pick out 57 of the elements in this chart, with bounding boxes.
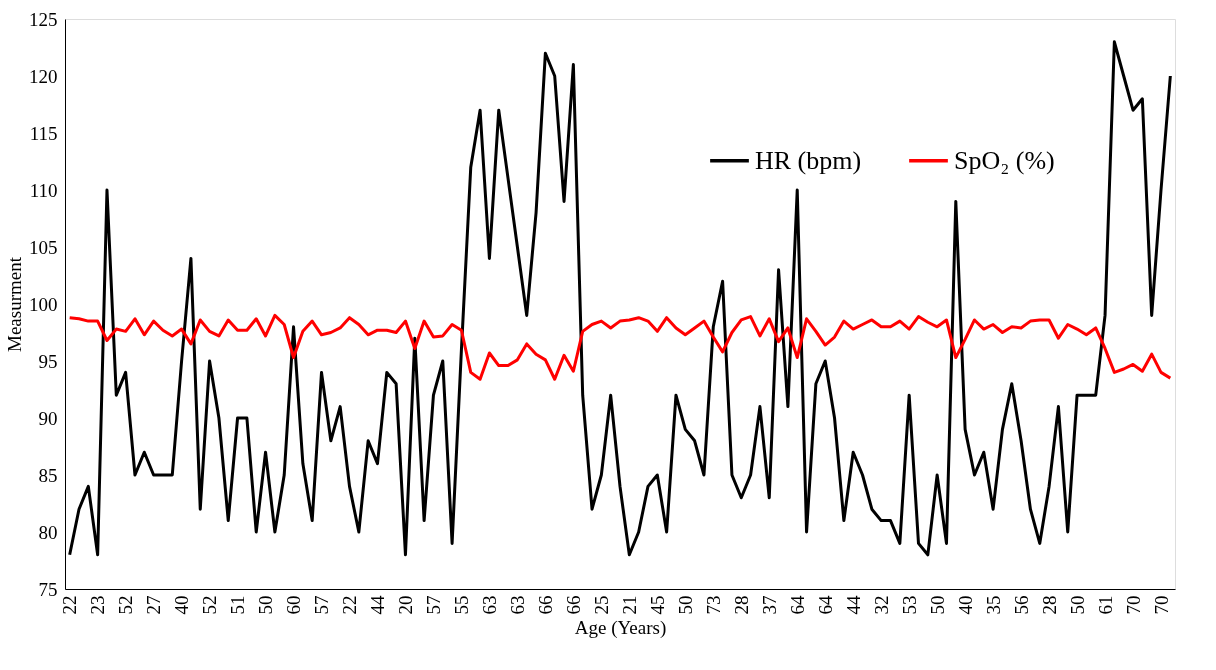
x-tick-label: 73 (702, 595, 724, 615)
x-tick-label: 70 (1150, 595, 1172, 615)
x-tick-label: 51 (227, 595, 249, 615)
x-tick-label: 44 (842, 595, 864, 615)
y-tick-label: 105 (29, 236, 58, 258)
x-tick-label: 25 (590, 595, 612, 615)
x-tick-label: 61 (1094, 595, 1116, 615)
y-tick-label: 80 (38, 521, 58, 543)
x-tick-label: 27 (143, 595, 165, 615)
y-tick-label: 125 (29, 8, 58, 30)
x-tick-label: 50 (926, 595, 948, 615)
x-tick-label: 35 (982, 595, 1004, 615)
x-tick-label: 55 (450, 595, 472, 615)
x-tick-label: 50 (255, 595, 277, 615)
y-tick-label: 85 (38, 464, 58, 486)
x-tick-label: 45 (646, 595, 668, 615)
y-tick-label: 90 (38, 407, 58, 429)
y-tick-label: 100 (29, 293, 58, 315)
x-tick-label: 57 (422, 595, 444, 615)
x-tick-label: 64 (786, 595, 808, 615)
x-tick-label: 22 (59, 595, 81, 615)
y-axis-title: Measurment (4, 256, 25, 352)
y-tick-label: 115 (29, 122, 58, 144)
x-tick-label: 56 (1010, 595, 1032, 615)
x-tick-label: 20 (394, 595, 416, 615)
x-tick-label: 28 (730, 595, 752, 615)
x-tick-label: 40 (171, 595, 193, 615)
y-tick-label: 110 (29, 179, 58, 201)
line-series (68, 313, 1172, 381)
y-tick-label: 75 (38, 578, 58, 600)
x-tick-label: 57 (311, 595, 333, 615)
legend-label: SpO₂ (%) (954, 145, 1055, 175)
x-tick-label: 63 (506, 595, 528, 615)
y-tick-label: 120 (29, 65, 58, 87)
x-tick-label: 23 (87, 595, 109, 615)
x-tick-label: 22 (339, 595, 360, 615)
x-tick-label: 37 (758, 595, 780, 615)
x-axis-title: Age (Years) (574, 616, 667, 639)
x-tick-label: 28 (1038, 595, 1060, 615)
x-tick-label: 64 (814, 595, 836, 615)
x-tick-label: 52 (115, 595, 137, 615)
x-tick-label: 52 (199, 595, 221, 615)
x-tick-label: 21 (618, 595, 640, 615)
x-tick-label: 40 (954, 595, 976, 615)
legend-label: HR (bpm) (755, 145, 862, 175)
x-tick-label: 60 (283, 595, 305, 615)
x-tick-label: 32 (870, 595, 892, 615)
x-tick-label: 44 (366, 595, 388, 615)
x-tick-label: 66 (562, 595, 584, 615)
x-tick-label: 53 (898, 595, 920, 615)
x-tick-label: 50 (1066, 595, 1088, 615)
x-tick-label: 66 (534, 595, 556, 615)
line-series (68, 40, 1172, 557)
y-tick-label: 95 (38, 350, 58, 372)
x-tick-label: 63 (478, 595, 500, 615)
x-tick-label: 50 (674, 595, 696, 615)
x-tick-label: 70 (1122, 595, 1144, 615)
